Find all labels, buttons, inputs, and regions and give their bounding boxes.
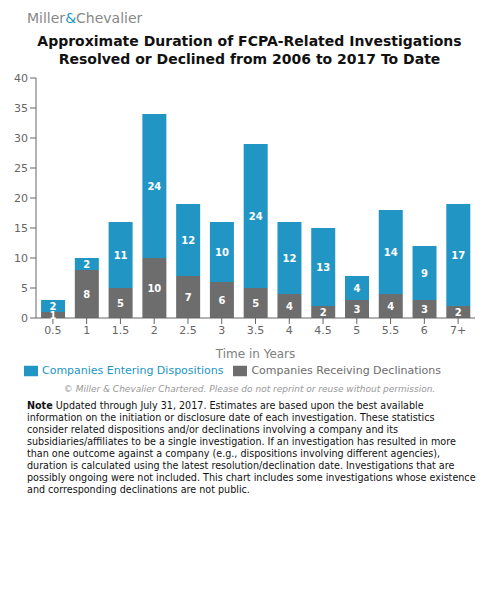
svg-text:24: 24 bbox=[147, 181, 161, 192]
svg-text:4: 4 bbox=[286, 324, 293, 337]
svg-text:1: 1 bbox=[83, 324, 90, 337]
html-text:Resolved or Declined from 2006: Resolved or Declined from 2006 to 2017 T… bbox=[58, 51, 441, 67]
svg-text:4: 4 bbox=[354, 283, 361, 294]
svg-text:5: 5 bbox=[252, 298, 259, 309]
html-text:Companies Receiving Declinatio: Companies Receiving Declinations bbox=[251, 364, 441, 377]
svg-text:11: 11 bbox=[114, 250, 128, 261]
html-text:Miller & Chevalier: Miller & Chevalier bbox=[27, 10, 143, 26]
svg-text:6: 6 bbox=[421, 324, 428, 337]
svg-text:5.5: 5.5 bbox=[382, 324, 400, 337]
svg-text:10: 10 bbox=[14, 252, 28, 265]
svg-text:8: 8 bbox=[83, 289, 90, 300]
svg-text:4: 4 bbox=[286, 301, 293, 312]
svg-text:2: 2 bbox=[455, 307, 462, 318]
svg-text:30: 30 bbox=[14, 132, 28, 145]
svg-text:15: 15 bbox=[14, 222, 28, 235]
svg-text:2: 2 bbox=[320, 307, 327, 318]
svg-text:40: 40 bbox=[14, 72, 28, 85]
svg-text:17: 17 bbox=[451, 250, 465, 261]
svg-text:Time in Years: Time in Years bbox=[215, 347, 296, 361]
html-text:Companies Entering Disposition: Companies Entering Dispositions bbox=[42, 364, 224, 377]
svg-text:25: 25 bbox=[14, 162, 28, 175]
svg-text:0: 0 bbox=[21, 312, 28, 325]
svg-text:3.5: 3.5 bbox=[247, 324, 265, 337]
svg-text:9: 9 bbox=[421, 268, 428, 279]
svg-text:7: 7 bbox=[185, 292, 192, 303]
svg-text:2: 2 bbox=[50, 301, 57, 312]
svg-text:0.5: 0.5 bbox=[44, 324, 62, 337]
svg-text:1.5: 1.5 bbox=[112, 324, 130, 337]
svg-text:12: 12 bbox=[181, 235, 195, 246]
svg-text:5: 5 bbox=[353, 324, 360, 337]
svg-text:1: 1 bbox=[49, 309, 57, 321]
html-text:© Miller & Chevalier Chartered: © Miller & Chevalier Chartered. Please d… bbox=[63, 384, 436, 394]
svg-text:3: 3 bbox=[421, 304, 428, 315]
svg-text:10: 10 bbox=[147, 283, 161, 294]
svg-text:5: 5 bbox=[21, 282, 28, 295]
svg-text:24: 24 bbox=[249, 211, 263, 222]
svg-text:20: 20 bbox=[14, 192, 28, 205]
svg-text:4: 4 bbox=[387, 301, 394, 312]
svg-text:13: 13 bbox=[316, 262, 330, 273]
svg-text:5: 5 bbox=[117, 298, 124, 309]
svg-text:35: 35 bbox=[14, 102, 28, 115]
svg-text:6: 6 bbox=[218, 295, 225, 306]
svg-text:7+: 7+ bbox=[450, 324, 466, 337]
html-text:Note Updated through July 31,: Note Updated through July 31, 2017. Esti… bbox=[27, 400, 476, 495]
svg-text:2: 2 bbox=[151, 324, 158, 337]
svg-text:14: 14 bbox=[384, 247, 398, 258]
svg-text:2: 2 bbox=[83, 259, 90, 270]
svg-text:3: 3 bbox=[218, 324, 225, 337]
svg-text:12: 12 bbox=[282, 253, 296, 264]
svg-text:3: 3 bbox=[354, 304, 361, 315]
svg-text:2.5: 2.5 bbox=[179, 324, 197, 337]
svg-text:4.5: 4.5 bbox=[314, 324, 332, 337]
svg-text:10: 10 bbox=[215, 247, 229, 258]
html-text:Approximate Duration of FCPA-R: Approximate Duration of FCPA-Related Inv… bbox=[37, 33, 462, 49]
